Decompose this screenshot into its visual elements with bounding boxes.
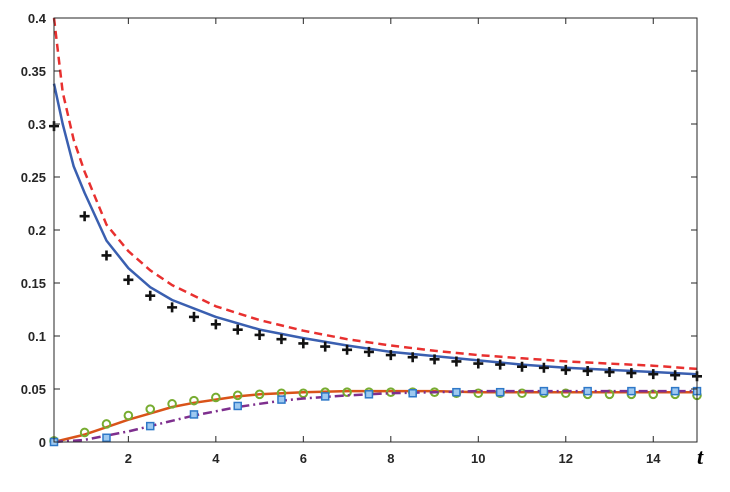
x-tick-label: 12 <box>559 451 573 466</box>
series-3 <box>53 389 697 444</box>
x-axis-label: t <box>697 444 704 469</box>
y-tick-label: 0.35 <box>21 64 46 79</box>
plus-marker <box>407 352 418 363</box>
y-tick-label: 0.1 <box>28 329 46 344</box>
square-marker <box>233 401 242 411</box>
square-marker <box>539 386 549 396</box>
circle-marker <box>560 388 571 399</box>
plus-marker <box>538 362 549 373</box>
plus-marker <box>232 324 243 335</box>
x-tick-label: 2 <box>125 451 132 466</box>
x-tick-label: 14 <box>646 451 661 466</box>
plus-marker <box>495 359 506 370</box>
square-marker <box>320 392 330 401</box>
circle-marker <box>473 388 484 399</box>
circle-marker <box>342 387 352 397</box>
plus-marker <box>429 354 440 365</box>
y-tick-label: 0.2 <box>28 223 46 238</box>
square-marker <box>670 386 680 396</box>
plus-marker <box>210 319 221 330</box>
plus-marker <box>451 356 462 367</box>
square-marker <box>583 386 592 396</box>
circle-marker <box>232 390 243 401</box>
plus-marker <box>320 341 331 352</box>
plus-marker <box>101 250 112 261</box>
series-layer <box>49 17 702 447</box>
square-marker <box>364 390 374 399</box>
plus-marker <box>626 368 637 379</box>
circle-marker <box>123 410 134 421</box>
axes-layer: 2 4 6 8 10 12 14 0 0.05 0.1 0.15 0.2 0.25 0.3 0.35 0.4 <box>21 11 698 466</box>
circle-marker <box>145 404 156 414</box>
plus-marker <box>342 344 353 355</box>
plus-marker <box>648 369 659 380</box>
circle-marker <box>254 389 265 400</box>
square-marker <box>495 387 505 397</box>
plus-marker <box>298 338 309 349</box>
plot-frame <box>53 17 698 443</box>
circle-marker <box>211 392 221 403</box>
circle-marker <box>189 395 199 406</box>
plus-marker <box>188 311 199 322</box>
square-marker <box>145 421 155 431</box>
x-tick-label: 10 <box>471 451 485 466</box>
y-tick-label: 0.25 <box>21 170 46 185</box>
circle-marker <box>79 427 90 438</box>
series-0 <box>52 17 698 371</box>
x-tick-label: 6 <box>300 451 307 466</box>
plus-marker <box>79 211 90 222</box>
square-marker <box>408 388 417 398</box>
plus-marker <box>604 367 615 378</box>
plus-marker <box>276 334 287 345</box>
y-tick-label: 0 <box>39 435 46 450</box>
y-tick-label: 0.3 <box>28 117 46 132</box>
series-5 <box>53 389 697 444</box>
series-1 <box>52 83 698 376</box>
series-line <box>53 389 697 444</box>
series-6 <box>49 386 702 447</box>
plus-marker <box>517 361 528 372</box>
plus-marker <box>385 350 396 361</box>
plus-marker <box>560 364 571 375</box>
series-4 <box>49 387 702 446</box>
square-marker <box>189 410 199 419</box>
y-tick-label: 0.15 <box>21 276 46 291</box>
series-line <box>52 83 698 376</box>
square-marker <box>277 395 286 404</box>
plus-marker <box>473 358 484 369</box>
square-marker <box>627 386 636 396</box>
square-marker <box>452 387 461 397</box>
series-line <box>52 17 698 371</box>
x-tick-label: 4 <box>212 451 220 466</box>
plus-marker <box>145 290 156 301</box>
plus-marker <box>363 346 374 357</box>
square-marker <box>102 433 111 443</box>
y-tick-label: 0.4 <box>28 11 47 26</box>
plus-marker <box>582 365 593 376</box>
circle-marker <box>101 419 112 429</box>
x-tick-label: 8 <box>387 451 394 466</box>
plus-marker <box>670 370 681 381</box>
plus-marker <box>254 329 265 340</box>
y-tick-label: 0.05 <box>21 382 46 397</box>
series-line <box>53 389 697 444</box>
circle-marker <box>517 388 527 399</box>
circle-marker <box>167 399 177 409</box>
series-2 <box>49 121 702 382</box>
plus-marker <box>123 274 134 285</box>
circle-marker <box>298 388 309 399</box>
plus-marker <box>167 302 178 313</box>
